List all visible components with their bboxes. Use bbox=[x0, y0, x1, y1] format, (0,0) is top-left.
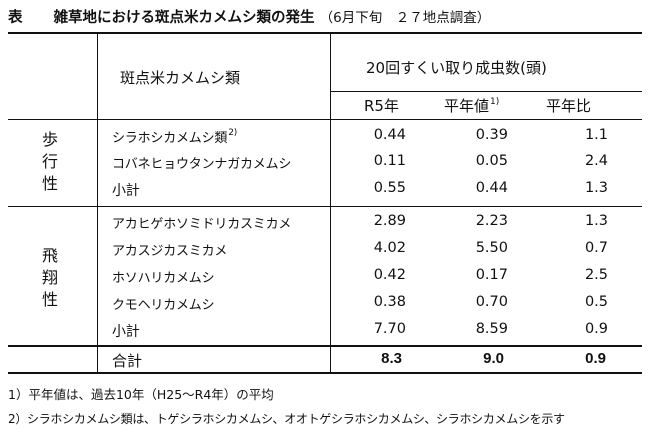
r5-value: 7.70 bbox=[373, 321, 406, 337]
group-divider-rule bbox=[8, 206, 642, 207]
ratio-value: 1.3 bbox=[584, 213, 608, 229]
r5-value: 0.42 bbox=[373, 267, 406, 283]
footnote-2: 2）シラホシカメムシ類は、トゲシラホシカメムシ、オオトゲシラホシカメムシ、シラホ… bbox=[8, 412, 565, 426]
average-value: 5.50 bbox=[475, 240, 508, 256]
species-name: アカヒゲホソミドリカスミカメ bbox=[112, 217, 292, 232]
r5-column-header: R5年 bbox=[364, 97, 399, 115]
count-group-header: 20回すくい取り成虫数(頭) bbox=[366, 59, 547, 77]
average-value: 0.39 bbox=[475, 127, 508, 143]
species-name: クモヘリカメムシ bbox=[112, 298, 215, 313]
ratio-value: 2.4 bbox=[584, 153, 608, 169]
species-name: コバネヒョウタンナガカメムシ bbox=[112, 157, 292, 172]
table-title: 雑草地における斑点米カメムシ類の発生 bbox=[53, 10, 315, 26]
ratio-value: 1.1 bbox=[584, 127, 608, 143]
group-label-walking: 歩 行 性 bbox=[41, 130, 58, 193]
ratio-value: 0.9 bbox=[584, 321, 608, 337]
group-label-flying: 飛 翔 性 bbox=[41, 246, 58, 309]
table-caption: 表 雑草地における斑点米カメムシ類の発生 （6月下旬 ２７地点調査） bbox=[8, 6, 490, 27]
footnote-1: 1）平年値は、過去10年（H25～R4年）の平均 bbox=[8, 387, 274, 402]
header-sub-rule bbox=[330, 91, 642, 92]
total-average-value: 9.0 bbox=[483, 350, 504, 367]
average-value: 2.23 bbox=[475, 213, 508, 229]
subtotal-label: 小計 bbox=[112, 324, 140, 340]
ratio-column-header: 平年比 bbox=[546, 97, 592, 115]
ratio-value: 0.5 bbox=[584, 294, 608, 310]
table-subtitle: （6月下旬 ２７地点調査） bbox=[319, 10, 491, 26]
ratio-value: 0.7 bbox=[584, 240, 608, 256]
species-name: アカスジカスミカメ bbox=[112, 244, 228, 259]
group-column-rule bbox=[97, 33, 98, 373]
r5-value: 4.02 bbox=[373, 240, 406, 256]
average-value: 8.59 bbox=[475, 321, 508, 337]
r5-value: 0.38 bbox=[373, 294, 406, 310]
subtotal-label: 小計 bbox=[112, 183, 140, 199]
table-top-rule bbox=[8, 32, 642, 34]
table-label: 表 bbox=[8, 10, 23, 26]
table-bottom-rule bbox=[8, 372, 642, 374]
species-column-header: 斑点米カメムシ類 bbox=[120, 69, 241, 87]
r5-value: 0.55 bbox=[373, 180, 406, 196]
r5-value: 0.11 bbox=[373, 153, 406, 169]
footnote-ref: 1) bbox=[490, 97, 500, 107]
footnote-ref: 2) bbox=[228, 128, 238, 138]
r5-value: 0.44 bbox=[373, 127, 406, 143]
ratio-value: 1.3 bbox=[584, 180, 608, 196]
total-ratio-value: 0.9 bbox=[585, 350, 606, 367]
header-bottom-rule bbox=[8, 119, 642, 120]
average-value: 0.17 bbox=[475, 267, 508, 283]
species-name: シラホシカメムシ類2) bbox=[112, 128, 238, 146]
average-value: 0.05 bbox=[475, 153, 508, 169]
average-column-header: 平年値1) bbox=[444, 97, 500, 115]
r5-value: 2.89 bbox=[373, 213, 406, 229]
ratio-value: 2.5 bbox=[584, 267, 608, 283]
species-name: ホソハリカメムシ bbox=[112, 271, 215, 286]
average-value: 0.44 bbox=[475, 180, 508, 196]
total-top-rule bbox=[8, 345, 642, 347]
species-column-rule bbox=[330, 33, 331, 373]
total-r5-value: 8.3 bbox=[381, 350, 402, 367]
average-value: 0.70 bbox=[475, 294, 508, 310]
total-label: 合計 bbox=[112, 352, 143, 370]
